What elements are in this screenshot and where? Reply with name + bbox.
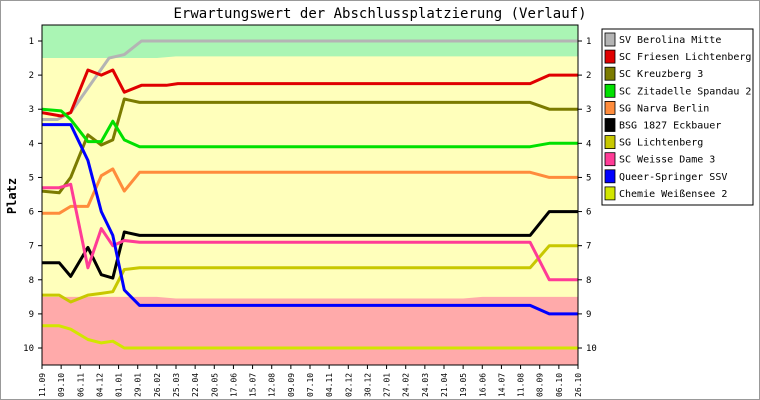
x-tick-label-15: 04.11	[325, 373, 334, 397]
x-tick-label-18: 27.01	[383, 373, 392, 397]
series-line-8	[42, 123, 578, 316]
x-tick-label-1: 09.10	[57, 373, 66, 397]
y-tick-label-left-1: 1	[29, 37, 34, 47]
y-tick-label-right-8: 8	[586, 276, 591, 286]
legend-swatch-5	[604, 118, 616, 132]
y-tick-label-right-2: 2	[586, 71, 591, 81]
y-tick-label-left-3: 3	[29, 105, 34, 115]
x-tick-label-4: 01.01	[115, 373, 124, 397]
y-tick-label-right-9: 9	[586, 310, 591, 320]
x-tick-label-23: 16.06	[478, 373, 487, 397]
legend-label-2: SC Kreuzberg 3	[619, 69, 703, 80]
legend-label-0: SV Berolina Mitte	[619, 35, 721, 46]
series-line-1	[41, 68, 578, 118]
x-tick-label-14: 07.10	[306, 373, 315, 397]
series-line-2	[41, 97, 578, 195]
legend-swatch-1	[604, 49, 616, 64]
series-line-3	[41, 107, 578, 149]
legend-swatch-4	[604, 101, 616, 115]
legend: SV Berolina Mitte SC Friesen Lichtenberg S…	[601, 28, 754, 206]
y-tick-label-right-5: 5	[586, 173, 591, 183]
x-tick-label-21: 21.04	[440, 373, 449, 397]
x-tick-label-10: 17.06	[229, 373, 238, 397]
x-tick-label-19: 24.02	[402, 373, 411, 397]
x-tick-label-2: 06.11	[76, 373, 85, 397]
x-tick-label-16: 02.12	[344, 373, 353, 397]
x-tick-label-24: 14.07	[497, 373, 506, 397]
chart-title: Erwartungswert der Abschlussplatzierung …	[173, 6, 586, 22]
y-tick-label-left-9: 9	[29, 310, 34, 320]
y-tick-label-right-1: 1	[586, 37, 591, 47]
x-tick-label-5: 29.01	[134, 373, 143, 397]
legend-swatch-9	[604, 186, 616, 201]
x-tick-label-28: 26.10	[574, 373, 583, 397]
legend-label-8: Queer-Springer SSV	[619, 172, 727, 183]
legend-label-4: SG Narva Berlin	[619, 103, 709, 114]
legend-label-5: BSG 1827 Eckbauer	[619, 121, 721, 132]
x-tick-label-27: 06.10	[555, 373, 564, 397]
y-tick-label-right-4: 4	[586, 139, 591, 149]
x-tick-label-13: 09.09	[287, 373, 296, 397]
y-tick-label-left-2: 2	[29, 71, 34, 81]
x-tick-label-3: 04.12	[95, 373, 104, 397]
series-lines	[41, 39, 578, 350]
series-line-9	[42, 324, 578, 350]
legend-label-3: SC Zitadelle Spandau 2	[619, 86, 751, 97]
legend-swatch-6	[604, 135, 616, 150]
legend-box	[601, 28, 754, 206]
y-tick-label-left-4: 4	[29, 139, 34, 149]
x-tick-label-20: 24.03	[421, 373, 430, 397]
y-tick-label-right-6: 6	[586, 208, 591, 218]
x-tick-label-9: 20.05	[210, 373, 219, 397]
legend-swatch-8	[604, 169, 616, 184]
legend-label-7: SC Weisse Dame 3	[619, 155, 715, 166]
y-tick-label-left-6: 6	[29, 208, 34, 218]
x-tick-label-11: 15.07	[249, 373, 258, 397]
x-tick-label-8: 22.04	[191, 373, 200, 397]
x-tick-label-7: 25.03	[172, 373, 181, 397]
x-tick-label-26: 08.09	[536, 373, 545, 397]
x-tick-label-6: 26.02	[153, 373, 162, 397]
y-tick-label-right-10: 10	[586, 344, 597, 354]
y-tick-label-right-7: 7	[586, 242, 591, 252]
series-line-4	[42, 167, 578, 215]
x-tick-label-0: 11.09	[38, 373, 47, 397]
y-tick-label-left-10: 10	[23, 344, 34, 354]
legend-label-6: SG Lichtenberg	[619, 138, 703, 149]
y-tick-label-left-8: 8	[29, 276, 34, 286]
axes: 1 1 2 2 3 3 4 4 5 5 6 6 7 7 8 8 9 9 10 10 11.09 09.10 06.11 04.…	[23, 24, 597, 397]
y-tick-label-right-3: 3	[586, 105, 591, 115]
series-line-5	[42, 210, 578, 280]
x-tick-label-22: 19.05	[459, 373, 468, 397]
legend-label-9: Chemie Weißensee 2	[619, 189, 727, 200]
y-tick-label-left-7: 7	[29, 242, 34, 252]
legend-swatch-7	[604, 152, 616, 167]
legend-swatch-0	[604, 32, 616, 47]
legend-swatch-2	[604, 66, 616, 81]
series-line-7	[42, 182, 578, 282]
legend-swatch-3	[604, 83, 616, 98]
background-bands	[42, 25, 578, 365]
relegation-band	[42, 296, 578, 365]
series-line-6	[42, 244, 578, 304]
y-axis-label: Platz	[5, 178, 19, 214]
x-tick-label-12: 12.08	[268, 373, 277, 397]
y-tick-label-left-5: 5	[29, 173, 34, 183]
x-tick-label-25: 11.08	[517, 373, 526, 397]
legend-label-1: SC Friesen Lichtenberg	[619, 52, 751, 63]
x-tick-label-17: 30.12	[363, 373, 372, 397]
